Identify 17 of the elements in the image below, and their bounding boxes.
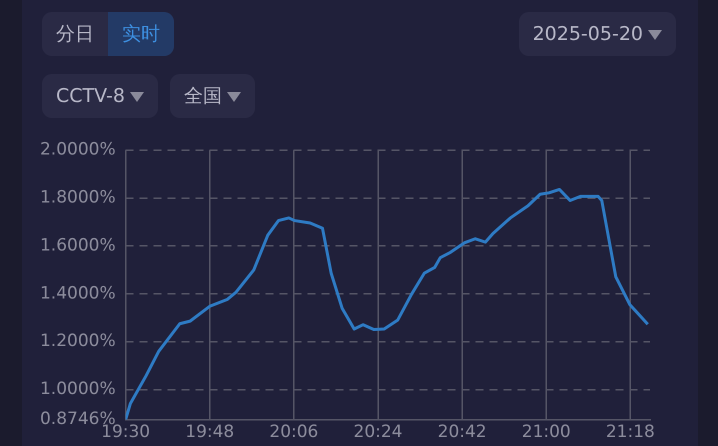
y-tick-label: 1.6000%: [40, 235, 116, 256]
y-tick-label: 1.0000%: [40, 379, 116, 400]
text: 实时: [108, 12, 174, 56]
y-tick-label: 1.4000%: [40, 283, 116, 304]
y-tick-label: 1.2000%: [40, 331, 116, 352]
x-tick-label: 20:42: [438, 422, 487, 442]
text: 全国: [184, 85, 222, 107]
x-tick-label: 20:06: [269, 422, 318, 442]
x-tick-label: 19:48: [185, 422, 234, 442]
x-tick-label: 21:18: [606, 422, 655, 442]
x-tick-label: 21:00: [522, 422, 571, 442]
text: CCTV-8: [56, 85, 125, 107]
text: 分日: [55, 22, 95, 47]
y-tick-label: 1.8000%: [40, 188, 116, 208]
x-tick-label: 20:24: [354, 422, 403, 442]
text: 2025-05-20: [532, 23, 643, 45]
y-tick-label: 2.0000%: [40, 140, 116, 160]
